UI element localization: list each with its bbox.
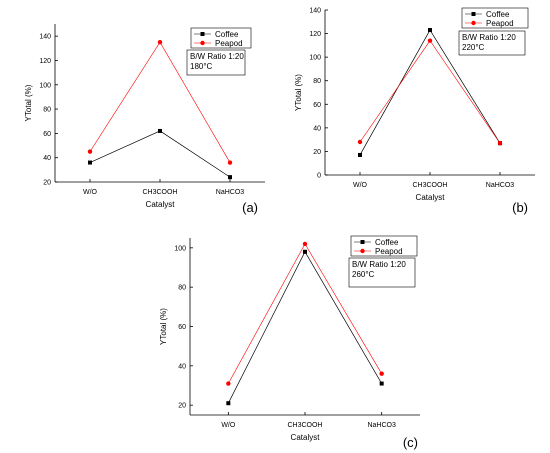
y-axis-title: YTotal (%) bbox=[159, 308, 168, 345]
chart-panel-1: 20 40 60 80 100 120 140 W/O CH3COOH NaHCO3 Catalys… bbox=[24, 24, 265, 215]
legend-marker bbox=[471, 12, 476, 16]
legend-label: Coffee bbox=[486, 10, 510, 19]
legend-marker bbox=[471, 20, 476, 26]
annotation-box bbox=[348, 257, 416, 288]
point-peapod bbox=[226, 381, 231, 386]
chart-panel-3: 20 40 60 80 100 W/O CH3COOH NaHCO3 Catalyst YTota… bbox=[159, 235, 420, 450]
panel-label: (b) bbox=[512, 200, 528, 215]
y-tick-label: 40 bbox=[178, 363, 186, 370]
annotation-text: B/W Ratio 1:20 bbox=[190, 52, 244, 61]
y-tick-label: 100 bbox=[174, 245, 186, 252]
point-coffee bbox=[226, 401, 231, 406]
y-tick-label: 100 bbox=[39, 82, 51, 89]
legend-label: Coffee bbox=[215, 30, 239, 39]
x-tick-label: CH3COOH bbox=[412, 182, 447, 189]
annotation-text: 220°C bbox=[462, 43, 485, 52]
y-tick-label: 20 bbox=[313, 149, 321, 156]
legend-label: Peapod bbox=[486, 19, 514, 28]
point-peapod bbox=[427, 38, 433, 43]
series-line-peapod bbox=[359, 40, 501, 144]
y-tick-label: 140 bbox=[309, 8, 321, 15]
annotation-text: 260°C bbox=[352, 270, 375, 279]
panel-label: (c) bbox=[403, 435, 418, 450]
point-peapod bbox=[357, 139, 363, 145]
point-coffee bbox=[428, 28, 432, 33]
x-tick-label: W/O bbox=[221, 422, 236, 429]
point-peapod bbox=[227, 160, 233, 165]
x-tick-label: CH3COOH bbox=[287, 422, 322, 429]
y-tick-label: 120 bbox=[39, 58, 51, 65]
chart-panel-2: 0 20 40 60 80 100 120 140 W/O CH3COOH NaHCO3 Cataly… bbox=[294, 8, 535, 215]
panel-label: (a) bbox=[242, 200, 258, 215]
x-axis-title: Catalyst bbox=[291, 433, 321, 442]
y-tick-label: 120 bbox=[309, 31, 321, 38]
y-axis-title: YTotal (%) bbox=[24, 84, 33, 121]
y-tick-label: 80 bbox=[313, 78, 321, 85]
annotation-box bbox=[458, 30, 526, 56]
y-tick-label: 140 bbox=[39, 34, 51, 41]
x-tick-label: NaHCO3 bbox=[486, 182, 515, 189]
x-tick-label: W/O bbox=[83, 189, 98, 196]
annotation-text: B/W Ratio 1:20 bbox=[462, 33, 516, 42]
x-tick-label: NaHCO3 bbox=[367, 422, 396, 429]
y-tick-label: 100 bbox=[309, 55, 321, 62]
x-tick-label: W/O bbox=[353, 182, 368, 189]
annotation-text: 180°C bbox=[190, 62, 213, 71]
legend-marker bbox=[360, 240, 365, 244]
y-tick-label: 40 bbox=[43, 155, 51, 162]
point-coffee bbox=[358, 152, 362, 157]
x-axis-title: Catalyst bbox=[146, 200, 176, 209]
point-coffee bbox=[303, 249, 307, 254]
point-peapod bbox=[497, 140, 503, 146]
point-coffee bbox=[379, 381, 384, 386]
point-peapod bbox=[302, 241, 308, 247]
legend-label: Peapod bbox=[375, 247, 403, 256]
legend-label: Coffee bbox=[375, 238, 399, 247]
y-tick-label: 60 bbox=[313, 102, 321, 109]
point-peapod bbox=[157, 40, 163, 45]
legend-marker bbox=[200, 32, 205, 36]
point-peapod bbox=[87, 149, 93, 154]
y-tick-label: 60 bbox=[178, 324, 186, 331]
y-axis-title: YTotal (%) bbox=[294, 74, 303, 111]
legend-marker bbox=[360, 248, 365, 254]
series-line-coffee bbox=[89, 130, 231, 178]
point-peapod bbox=[379, 371, 384, 376]
x-tick-label: NaHCO3 bbox=[216, 189, 245, 196]
point-coffee bbox=[158, 128, 162, 133]
point-coffee bbox=[88, 160, 92, 165]
y-tick-label: 80 bbox=[43, 107, 51, 114]
y-tick-label: 0 bbox=[317, 173, 321, 180]
y-tick-label: 60 bbox=[43, 131, 51, 138]
y-tick-label: 40 bbox=[313, 125, 321, 132]
x-axis-title: Catalyst bbox=[416, 193, 446, 202]
y-tick-label: 80 bbox=[178, 285, 186, 292]
annotation-text: B/W Ratio 1:20 bbox=[352, 260, 406, 269]
legend-marker bbox=[200, 40, 205, 46]
legend-label: Peapod bbox=[215, 39, 243, 48]
y-tick-label: 20 bbox=[178, 403, 186, 410]
annotation-box bbox=[186, 49, 246, 76]
point-coffee bbox=[228, 175, 232, 180]
x-tick-label: CH3COOH bbox=[142, 189, 177, 196]
y-tick-label: 20 bbox=[43, 180, 51, 187]
